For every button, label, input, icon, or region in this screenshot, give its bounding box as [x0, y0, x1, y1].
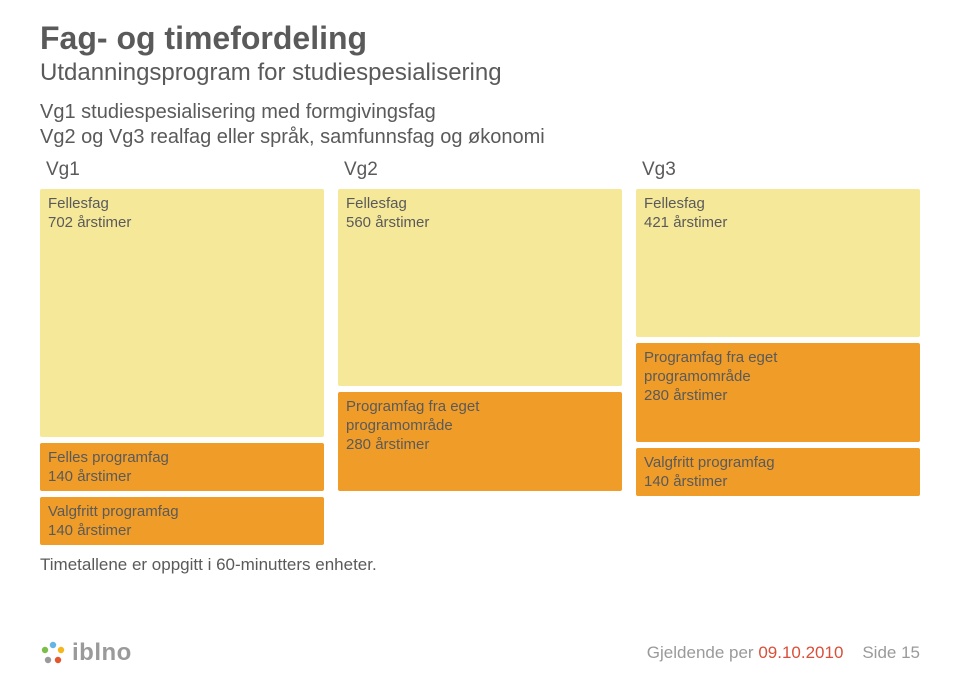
column-vg2: Vg2 Fellesfag 560 årstimer Programfag fr… [338, 159, 622, 545]
page-number: 15 [901, 643, 920, 662]
block-value: 140 årstimer [48, 522, 316, 541]
block-label: Fellesfag [48, 195, 316, 214]
footer-date: 09.10.2010 [758, 643, 843, 662]
block-vg3-valgfritt: Valgfritt programfag 140 årstimer [636, 448, 920, 496]
block-vg1-fellesprogramfag: Felles programfag 140 årstimer [40, 443, 324, 491]
block-label: programområde [644, 368, 912, 387]
block-label: Fellesfag [644, 195, 912, 214]
logo-text: iblno [72, 639, 132, 667]
block-vg2-fellesfag: Fellesfag 560 årstimer [338, 189, 622, 386]
desc-line-2: Vg2 og Vg3 realfag eller språk, samfunns… [40, 126, 920, 149]
block-label: programområde [346, 417, 614, 436]
block-value: 140 årstimer [48, 468, 316, 487]
block-label: Felles programfag [48, 449, 316, 468]
logo: iblno [40, 639, 132, 667]
page-subtitle: Utdanningsprogram for studiespesialiseri… [40, 59, 920, 87]
block-label: Programfag fra eget [644, 349, 912, 368]
block-vg3-fellesfag: Fellesfag 421 årstimer [636, 189, 920, 337]
block-value: 702 årstimer [48, 214, 316, 233]
col-head-vg1: Vg1 [46, 159, 324, 181]
col-head-vg3: Vg3 [642, 159, 920, 181]
block-vg1-fellesfag: Fellesfag 702 årstimer [40, 189, 324, 437]
desc-line-1: Vg1 studiespesialisering med formgivings… [40, 101, 920, 124]
block-label: Valgfritt programfag [48, 503, 316, 522]
footnote: Timetallene er oppgitt i 60-minutters en… [40, 555, 920, 575]
block-vg3-programfag: Programfag fra eget programområde 280 år… [636, 343, 920, 442]
block-label: Programfag fra eget [346, 398, 614, 417]
logo-icon [40, 640, 66, 666]
block-label: Valgfritt programfag [644, 454, 912, 473]
block-value: 421 årstimer [644, 214, 912, 233]
block-vg1-valgfritt: Valgfritt programfag 140 årstimer [40, 497, 324, 545]
block-value: 280 årstimer [346, 436, 614, 455]
column-vg1: Vg1 Fellesfag 702 årstimer Felles progra… [40, 159, 324, 545]
block-value: 140 årstimer [644, 473, 912, 492]
block-vg2-programfag: Programfag fra eget programområde 280 år… [338, 392, 622, 491]
block-label: Fellesfag [346, 195, 614, 214]
date-prefix: Gjeldende per [647, 643, 759, 662]
block-value: 280 årstimer [644, 387, 912, 406]
page-footer: iblno Gjeldende per 09.10.2010 Side 15 [40, 639, 920, 667]
chart-grid: Vg1 Fellesfag 702 årstimer Felles progra… [40, 159, 920, 545]
page-title: Fag- og timefordeling [40, 20, 920, 57]
footer-right: Gjeldende per 09.10.2010 Side 15 [647, 643, 920, 663]
column-vg3: Vg3 Fellesfag 421 årstimer Programfag fr… [636, 159, 920, 545]
block-value: 560 årstimer [346, 214, 614, 233]
page-prefix: Side [862, 643, 901, 662]
col-head-vg2: Vg2 [344, 159, 622, 181]
